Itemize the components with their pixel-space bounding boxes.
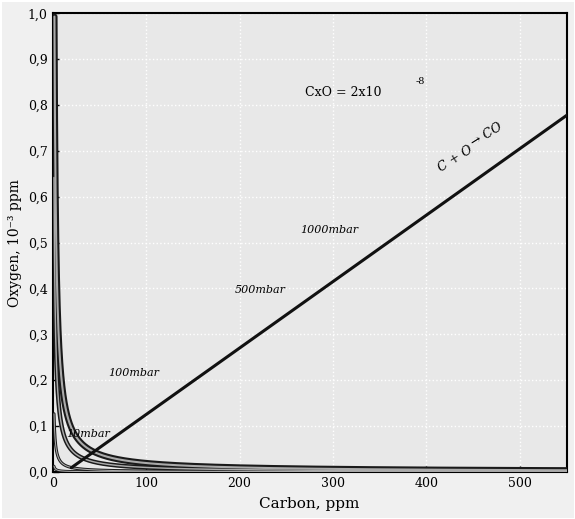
Text: 1000mbar: 1000mbar	[300, 225, 358, 236]
Text: → CO: → CO	[469, 120, 505, 149]
Text: 500mbar: 500mbar	[235, 285, 286, 295]
Text: 10mbar: 10mbar	[67, 429, 110, 440]
Text: 100mbar: 100mbar	[109, 367, 160, 377]
X-axis label: Carbon, ppm: Carbon, ppm	[259, 497, 360, 511]
Y-axis label: Oxygen, 10⁻³ ppm: Oxygen, 10⁻³ ppm	[8, 179, 22, 307]
Text: C + O: C + O	[436, 143, 476, 174]
Text: CxO = 2x10: CxO = 2x10	[305, 86, 381, 99]
Text: -8: -8	[415, 77, 424, 86]
